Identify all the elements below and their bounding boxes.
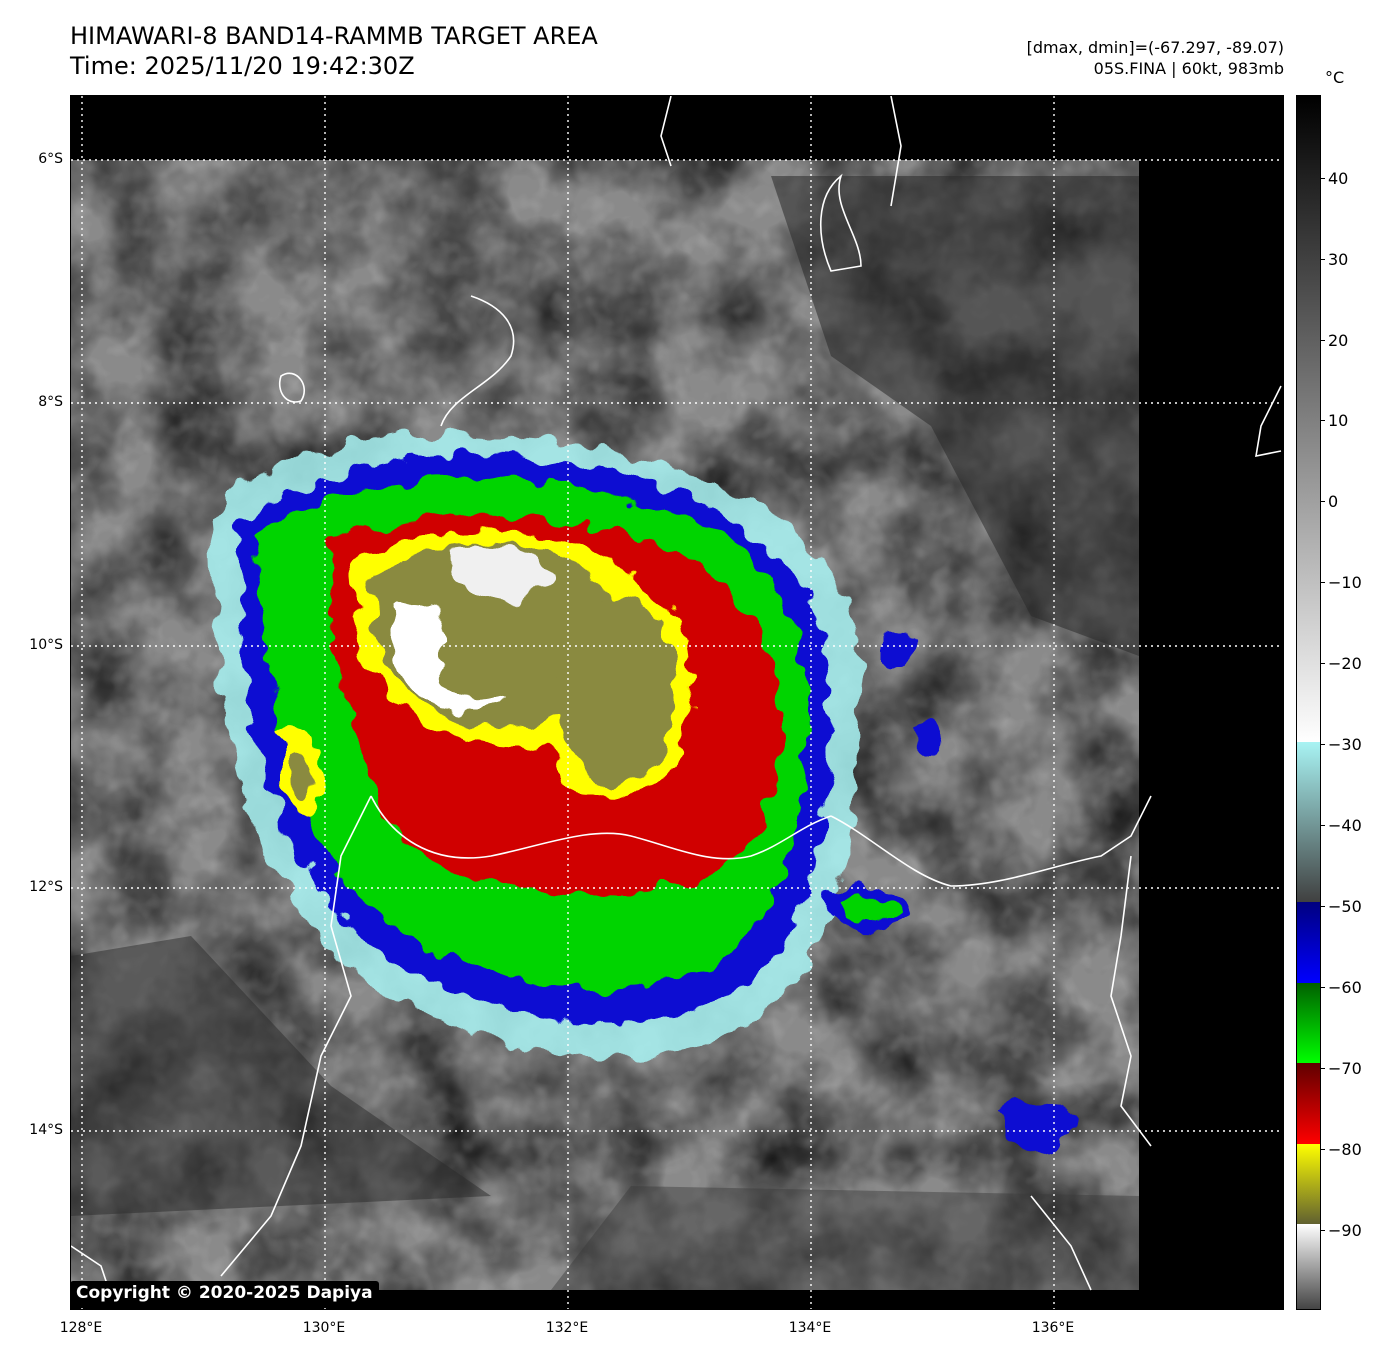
data-range-text: [dmax, dmin]=(-67.297, -89.07) — [1026, 38, 1284, 57]
lat-label-8s: 8°S — [38, 394, 63, 410]
satellite-map — [70, 95, 1284, 1310]
lat-label-12s: 12°S — [29, 879, 63, 895]
lat-label-14s: 14°S — [29, 1122, 63, 1138]
colorbar-tick-minus50: −50 — [1328, 897, 1362, 916]
colorbar-tickmark — [1320, 340, 1325, 341]
coastlines — [71, 96, 1282, 1297]
colorbar-tickmark — [1320, 259, 1325, 260]
colorbar-tick-40: 40 — [1328, 169, 1349, 188]
colorbar-tickmark — [1320, 744, 1325, 745]
storm-convection — [211, 433, 1081, 1151]
colorbar-tickmark — [1320, 1149, 1325, 1150]
lat-label-10s: 10°S — [29, 637, 63, 653]
colorbar-tick-10: 10 — [1328, 411, 1349, 430]
colorbar-tickmark — [1320, 1068, 1325, 1069]
colorbar-tick-minus80: −80 — [1328, 1140, 1362, 1159]
colorbar-tickmark — [1320, 825, 1325, 826]
colorbar-tick-minus40: −40 — [1328, 816, 1362, 835]
lon-label-136e: 136°E — [1031, 1320, 1075, 1336]
colorbar-tickmark — [1320, 1230, 1325, 1231]
colorbar-tick-minus60: −60 — [1328, 978, 1362, 997]
storm-info-text: 05S.FINA | 60kt, 983mb — [1093, 59, 1284, 78]
colorbar-tick-0: 0 — [1328, 492, 1339, 511]
lon-label-130e: 130°E — [302, 1320, 346, 1336]
colorbar-tickmark — [1320, 178, 1325, 179]
colorbar-tickmark — [1320, 987, 1325, 988]
colorbar-tickmark — [1320, 663, 1325, 664]
lon-label-132e: 132°E — [545, 1320, 589, 1336]
lon-label-128e: 128°E — [59, 1320, 103, 1336]
colorbar-unit: °C — [1325, 68, 1345, 87]
colorbar — [1296, 95, 1321, 1310]
colorbar-tick-minus30: −30 — [1328, 735, 1362, 754]
colorbar-tickmark — [1320, 420, 1325, 421]
colorbar-tick-30: 30 — [1328, 250, 1349, 269]
colorbar-tickmark — [1320, 906, 1325, 907]
colorbar-tick-minus70: −70 — [1328, 1059, 1362, 1078]
colorbar-tick-minus10: −10 — [1328, 573, 1362, 592]
lon-label-134e: 134°E — [788, 1320, 832, 1336]
chart-time: Time: 2025/11/20 19:42:30Z — [70, 52, 415, 80]
colorbar-tickmark — [1320, 501, 1325, 502]
lat-label-6s: 6°S — [38, 151, 63, 167]
colorbar-tickmark — [1320, 582, 1325, 583]
colorbar-tick-20: 20 — [1328, 331, 1349, 350]
colorbar-tick-minus20: −20 — [1328, 654, 1362, 673]
chart-title: HIMAWARI-8 BAND14-RAMMB TARGET AREA — [70, 22, 598, 50]
gridlines — [71, 96, 1283, 1309]
copyright-label: Copyright © 2020-2025 Dapiya — [70, 1281, 379, 1305]
colorbar-tick-minus90: −90 — [1328, 1221, 1362, 1240]
